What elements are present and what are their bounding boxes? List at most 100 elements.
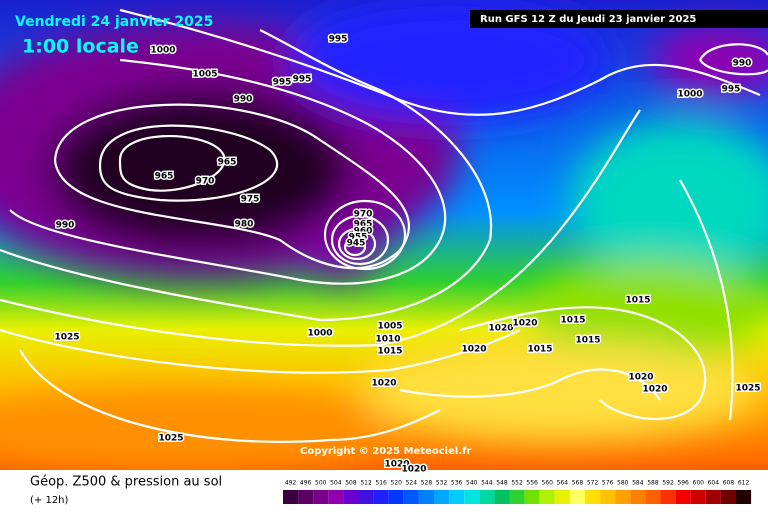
isobar-label: 995: [329, 35, 348, 45]
isobar-label: 995: [293, 75, 312, 85]
footer-title: Géop. Z500 & pression au sol: [30, 475, 222, 490]
scale-label: 508: [345, 480, 357, 487]
scale-swatch: [434, 490, 450, 504]
isobar-label: 1015: [527, 345, 552, 355]
scale-swatch: [645, 490, 661, 504]
footer-subtitle: (+ 12h): [30, 495, 69, 506]
isobar-label: 970: [196, 177, 215, 187]
isobar-label: 1025: [158, 434, 183, 444]
copyright: Copyright © 2025 Meteociel.fr: [300, 446, 471, 457]
scale-label: 604: [708, 480, 720, 487]
isobar-label: 990: [56, 221, 75, 231]
scale-label: 528: [421, 480, 433, 487]
scale-label: 588: [647, 480, 659, 487]
scale-label: 548: [496, 480, 508, 487]
scale-label: 556: [526, 480, 538, 487]
scale-label: 512: [360, 480, 372, 487]
scale-label: 520: [391, 480, 403, 487]
isobar-label: 995: [273, 78, 292, 88]
scale-swatch: [554, 490, 570, 504]
map-field: [0, 0, 768, 470]
isobar-label: 1020: [642, 385, 667, 395]
scale-label: 532: [436, 480, 448, 487]
isobar-label: 965: [155, 172, 174, 182]
isobar-label: 975: [241, 195, 260, 205]
isobar-label: 1025: [54, 333, 79, 343]
scale-label: 584: [632, 480, 644, 487]
isobar-label: 1020: [371, 379, 396, 389]
scale-swatch: [449, 490, 465, 504]
isobar-label: 1025: [735, 384, 760, 394]
isobar-label: 1020: [384, 460, 409, 470]
isobar-label: 1020: [461, 345, 486, 355]
time-text: 1:00 locale: [22, 36, 139, 58]
isobar-label: 1000: [677, 90, 702, 100]
isobar-label: 970: [354, 210, 373, 220]
scale-label: 540: [466, 480, 478, 487]
scale-label: 564: [557, 480, 569, 487]
isobar-label: 965: [218, 158, 237, 168]
scale-swatch: [358, 490, 374, 504]
scale-swatch: [660, 490, 676, 504]
scale-label: 544: [481, 480, 493, 487]
isobar-label: 1015: [625, 296, 650, 306]
isobar-label: 1020: [401, 465, 426, 475]
scale-swatch: [418, 490, 434, 504]
scale-label: 496: [300, 480, 312, 487]
scale-label: 612: [738, 480, 750, 487]
scale-label: 608: [723, 480, 735, 487]
isobar-label: 1005: [192, 70, 217, 80]
scale-swatch: [328, 490, 344, 504]
scale-label: 560: [542, 480, 554, 487]
isobar-label: 945: [347, 239, 366, 249]
run-text: Run GFS 12 Z du Jeudi 23 janvier 2025: [480, 14, 696, 25]
isobar-label: 1015: [560, 316, 585, 326]
scale-swatch: [600, 490, 616, 504]
scale-label: 600: [693, 480, 705, 487]
scale-label: 580: [617, 480, 629, 487]
scale-label: 516: [375, 480, 387, 487]
scale-label: 524: [406, 480, 418, 487]
scale-swatch: [343, 490, 359, 504]
date-text: Vendredi 24 janvier 2025: [15, 14, 213, 30]
scale-swatch: [403, 490, 419, 504]
scale-label: 592: [662, 480, 674, 487]
color-scale: 492 496 500 504 508 512 516 520 524 528 532 536 540 5…: [283, 480, 752, 504]
scale-swatch: [569, 490, 585, 504]
scale-swatch: [630, 490, 646, 504]
isobar-label: 995: [722, 85, 741, 95]
isobar-label: 1015: [575, 336, 600, 346]
scale-label: 572: [587, 480, 599, 487]
isobar-label: 1020: [628, 373, 653, 383]
scale-label: 500: [315, 480, 327, 487]
scale-swatch: [690, 490, 706, 504]
isobar-label: 980: [235, 220, 254, 230]
isobar-label: 990: [733, 59, 752, 69]
scale-label: 568: [572, 480, 584, 487]
scale-swatch: [736, 490, 752, 504]
scale-swatch: [283, 490, 299, 504]
scale-swatch: [524, 490, 540, 504]
scale-swatch: [705, 490, 721, 504]
isobars: [0, 8, 768, 443]
scale-label: 504: [330, 480, 342, 487]
isobar-label: 1020: [488, 324, 513, 334]
scale-swatch: [494, 490, 510, 504]
scale-swatch: [539, 490, 555, 504]
scale-swatch: [675, 490, 691, 504]
scale-swatch: [509, 490, 525, 504]
isobar-label: 1020: [512, 319, 537, 329]
isobar-label: 1015: [377, 347, 402, 357]
isobar-label: 1000: [307, 329, 332, 339]
run-box: [470, 10, 768, 28]
isobar-label: 960: [354, 227, 373, 237]
scale-swatch: [615, 490, 631, 504]
scale-swatch: [479, 490, 495, 504]
isobar-label: 1000: [150, 46, 175, 56]
scale-label: 492: [285, 480, 297, 487]
isobar-label: 1010: [375, 335, 400, 345]
scale-label: 576: [602, 480, 614, 487]
scale-label: 596: [677, 480, 689, 487]
